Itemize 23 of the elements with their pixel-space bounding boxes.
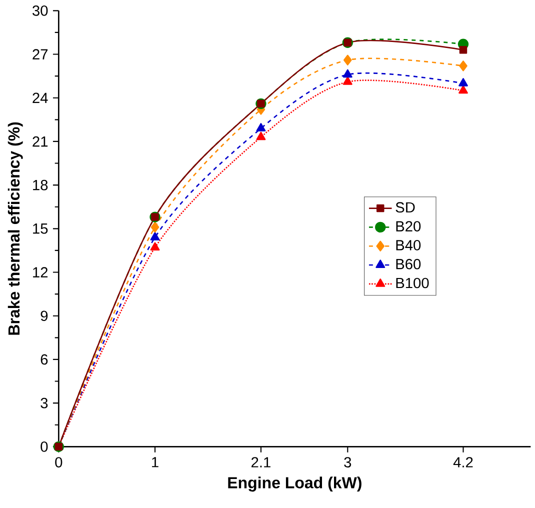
y-tick-label: 30	[32, 5, 48, 16]
y-tick-label: 18	[33, 180, 48, 190]
x-tick-label: 0	[55, 457, 62, 468]
y-tick-label: 27	[32, 49, 48, 60]
legend-label: B60	[396, 258, 421, 270]
y-axis-title: Brake thermal efficiency (%)	[8, 122, 23, 335]
legend-label: B100	[396, 278, 429, 288]
y-tick-label: 12	[33, 267, 48, 278]
y-tick-label: 9	[40, 310, 48, 322]
x-tick-label: 4.2	[453, 457, 473, 468]
legend-label: B40	[396, 240, 421, 250]
legend-label: SD	[396, 202, 415, 213]
y-tick-label: 6	[40, 354, 48, 365]
legend-label: B20	[396, 221, 421, 232]
x-tick-label: 1	[152, 457, 158, 468]
y-tick-label: 24	[32, 92, 48, 103]
x-tick-label: 2.1	[251, 457, 270, 468]
y-tick-label: 21	[32, 136, 48, 147]
x-axis-title: Engine Load (kW)	[228, 476, 362, 492]
y-tick-label: 15	[33, 224, 48, 234]
y-tick-label: 0	[40, 441, 48, 452]
x-tick-label: 3	[344, 457, 352, 468]
y-tick-label: 3	[40, 398, 48, 408]
